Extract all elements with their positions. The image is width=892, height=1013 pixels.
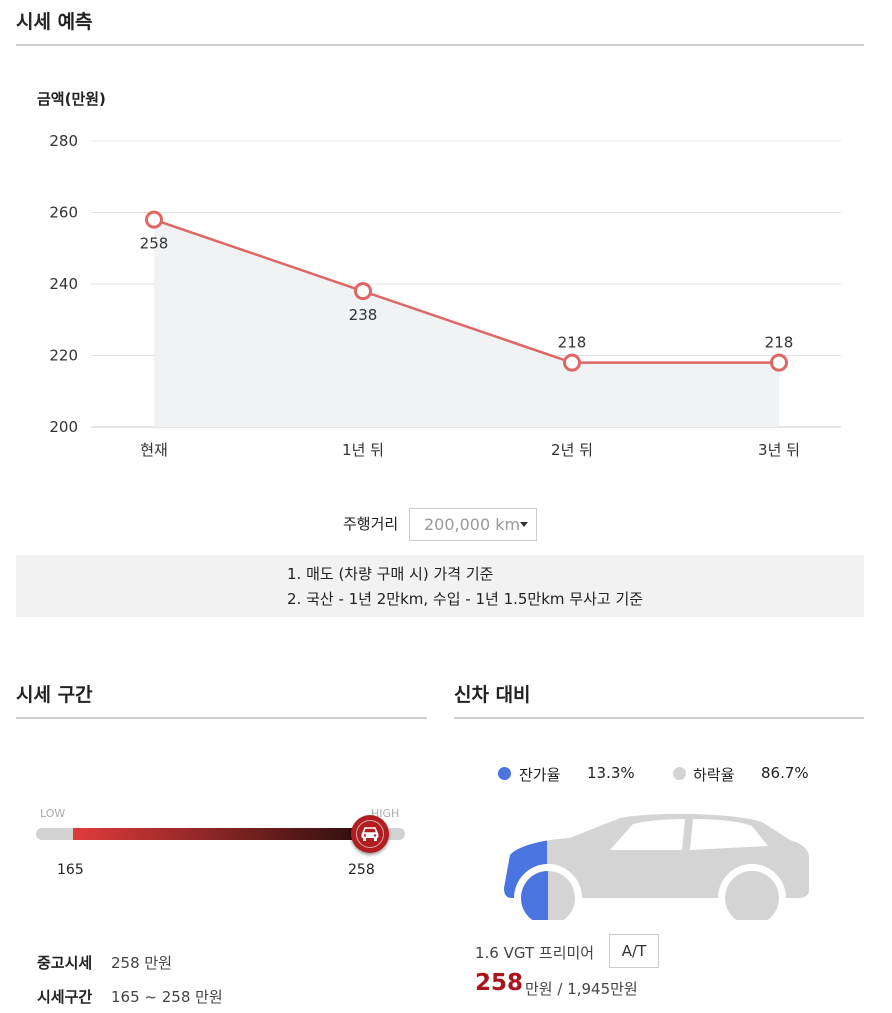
area-fill bbox=[154, 219, 779, 427]
range-max-value: 258 bbox=[348, 862, 375, 878]
y-tick-label: 200 bbox=[49, 418, 78, 436]
used-price-value: 258 만원 bbox=[111, 954, 172, 972]
residual-dot-icon bbox=[498, 767, 511, 780]
data-point bbox=[563, 353, 581, 372]
used-price-label: 중고시세 bbox=[37, 954, 93, 972]
low-label: LOW bbox=[40, 807, 66, 820]
price-range-value: 165 ~ 258 만원 bbox=[111, 988, 223, 1006]
series-line bbox=[153, 218, 779, 364]
mileage-select[interactable]: 200,000 km bbox=[409, 508, 537, 541]
drop-label: 하락율 bbox=[693, 766, 735, 784]
data-label: 258 bbox=[140, 235, 169, 253]
data-point bbox=[770, 353, 788, 372]
drop-value: 86.7% bbox=[761, 764, 809, 782]
data-label: 238 bbox=[349, 306, 378, 324]
car-silhouette-icon bbox=[504, 813, 809, 920]
y-tick-label: 280 bbox=[49, 132, 78, 150]
caret-down-icon bbox=[520, 522, 528, 527]
x-tick-label: 2년 뒤 bbox=[551, 441, 593, 459]
residual-label: 잔가율 bbox=[519, 766, 561, 784]
data-point bbox=[354, 282, 372, 301]
mileage-label: 주행거리 bbox=[343, 515, 399, 533]
notes-box: 1. 매도 (차량 구매 시) 가격 기준 2. 국산 - 1년 2만km, 수… bbox=[16, 555, 864, 617]
range-min-value: 165 bbox=[57, 862, 84, 878]
range-title-divider bbox=[16, 717, 427, 719]
price-slider-thumb[interactable] bbox=[351, 815, 389, 853]
x-tick-label: 현재 bbox=[140, 441, 168, 459]
forecast-title-divider bbox=[16, 44, 864, 46]
forecast-title: 시세 예측 bbox=[16, 11, 93, 33]
note-item: 2. 국산 - 1년 2만km, 수입 - 1년 1.5만km 무사고 기준 bbox=[287, 590, 644, 608]
transmission-badge: A/T bbox=[609, 934, 659, 968]
trim-name: 1.6 VGT 프리미어 bbox=[475, 944, 595, 962]
chart-ylabel: 금액(만원) bbox=[37, 90, 106, 108]
current-price: 258 bbox=[475, 970, 524, 996]
data-label: 218 bbox=[765, 334, 794, 352]
y-tick-label: 260 bbox=[49, 204, 78, 222]
drop-dot-icon bbox=[673, 767, 686, 780]
y-tick-label: 220 bbox=[49, 347, 78, 365]
price-comparison: 만원 / 1,945만원 bbox=[525, 980, 638, 998]
x-tick-label: 1년 뒤 bbox=[342, 441, 384, 459]
range-title: 시세 구간 bbox=[16, 684, 93, 706]
price-range-fill bbox=[73, 828, 370, 840]
price-range-label: 시세구간 bbox=[37, 988, 93, 1006]
y-tick-label: 240 bbox=[49, 275, 78, 293]
car-icon bbox=[361, 827, 379, 841]
x-tick-label: 3년 뒤 bbox=[758, 441, 800, 459]
newcar-title-divider bbox=[454, 717, 864, 719]
mileage-value: 200,000 km bbox=[424, 515, 521, 534]
residual-value: 13.3% bbox=[587, 764, 635, 782]
data-label: 218 bbox=[558, 334, 587, 352]
data-point bbox=[145, 210, 163, 229]
newcar-title: 신차 대비 bbox=[454, 684, 531, 706]
note-item: 1. 매도 (차량 구매 시) 가격 기준 bbox=[287, 565, 494, 583]
price-forecast-chart: 280 260 240 220 200 258 238 218 218 현재 1년 뒤 2년 뒤 3년 … bbox=[49, 132, 841, 459]
